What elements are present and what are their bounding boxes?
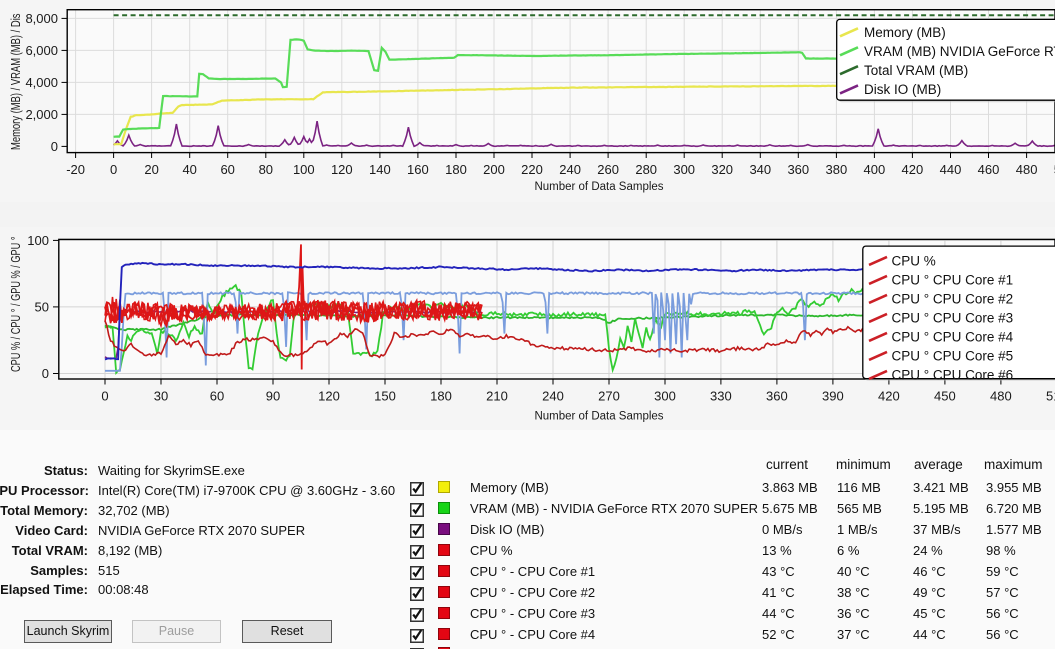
svg-text:420: 420 (902, 162, 924, 177)
svg-text:CPU ° CPU Core #3: CPU ° CPU Core #3 (892, 311, 1014, 326)
svg-text:0: 0 (42, 366, 49, 381)
svg-text:CPU %: CPU % (892, 254, 936, 269)
svg-text:Memory (MB): Memory (MB) (864, 25, 946, 40)
svg-text:460: 460 (978, 162, 1000, 177)
svg-text:0: 0 (101, 389, 108, 404)
svg-text:100: 100 (293, 162, 315, 177)
svg-text:20: 20 (144, 162, 158, 177)
svg-text:Total VRAM (MB): Total VRAM (MB) (864, 63, 968, 78)
svg-text:90: 90 (266, 389, 280, 404)
svg-text:6,000: 6,000 (25, 43, 58, 58)
svg-text:180: 180 (445, 162, 467, 177)
svg-text:CPU ° CPU Core #6: CPU ° CPU Core #6 (892, 368, 1014, 383)
svg-text:360: 360 (787, 162, 809, 177)
svg-text:120: 120 (331, 162, 353, 177)
svg-text:390: 390 (822, 389, 844, 404)
svg-text:140: 140 (369, 162, 391, 177)
svg-text:210: 210 (486, 389, 508, 404)
svg-text:220: 220 (521, 162, 543, 177)
svg-text:160: 160 (407, 162, 429, 177)
svg-text:0: 0 (110, 162, 117, 177)
svg-text:0: 0 (51, 139, 58, 154)
svg-text:30: 30 (154, 389, 168, 404)
svg-text:Number of Data Samples: Number of Data Samples (534, 411, 663, 423)
svg-text:240: 240 (542, 389, 564, 404)
svg-text:180: 180 (430, 389, 452, 404)
svg-text:380: 380 (826, 162, 848, 177)
svg-text:CPU ° CPU Core #5: CPU ° CPU Core #5 (892, 349, 1014, 364)
svg-text:240: 240 (559, 162, 581, 177)
svg-text:2,000: 2,000 (25, 107, 58, 122)
svg-text:280: 280 (635, 162, 657, 177)
svg-text:200: 200 (483, 162, 505, 177)
svg-text:CPU % / CPU ° / GPU % / GPU °: CPU % / CPU ° / GPU % / GPU ° (8, 237, 23, 373)
svg-text:120: 120 (318, 389, 340, 404)
svg-text:Number of Data Samples: Number of Data Samples (534, 181, 663, 193)
svg-text:260: 260 (597, 162, 619, 177)
svg-text:60: 60 (220, 162, 234, 177)
svg-text:400: 400 (864, 162, 886, 177)
svg-text:-20: -20 (66, 162, 85, 177)
svg-text:40: 40 (182, 162, 196, 177)
svg-text:CPU ° CPU Core #1: CPU ° CPU Core #1 (892, 273, 1014, 288)
svg-text:Memory (MB) / VRAM (MB) / Dis: Memory (MB) / VRAM (MB) / Dis (8, 13, 23, 150)
svg-text:Disk IO (MB): Disk IO (MB) (864, 82, 941, 97)
svg-text:80: 80 (259, 162, 273, 177)
svg-text:CPU ° CPU Core #4: CPU ° CPU Core #4 (892, 330, 1014, 345)
svg-text:330: 330 (710, 389, 732, 404)
svg-text:320: 320 (711, 162, 733, 177)
svg-text:CPU ° CPU Core #2: CPU ° CPU Core #2 (892, 292, 1014, 307)
svg-text:300: 300 (654, 389, 676, 404)
svg-text:480: 480 (990, 389, 1012, 404)
svg-text:4,000: 4,000 (25, 75, 58, 90)
svg-text:50: 50 (35, 299, 49, 314)
svg-text:340: 340 (749, 162, 771, 177)
svg-text:300: 300 (673, 162, 695, 177)
svg-text:440: 440 (940, 162, 962, 177)
svg-text:270: 270 (598, 389, 620, 404)
svg-text:60: 60 (210, 389, 224, 404)
svg-text:480: 480 (1016, 162, 1038, 177)
svg-text:510: 510 (1046, 389, 1055, 404)
svg-text:VRAM (MB) NVIDIA GeForce RTX 2: VRAM (MB) NVIDIA GeForce RTX 2070 SUPE (864, 44, 1055, 59)
svg-text:150: 150 (374, 389, 396, 404)
svg-text:8,000: 8,000 (25, 11, 58, 26)
svg-text:360: 360 (766, 389, 788, 404)
svg-text:420: 420 (878, 389, 900, 404)
svg-text:450: 450 (934, 389, 956, 404)
svg-text:100: 100 (27, 233, 49, 248)
svg-text:500: 500 (1054, 162, 1055, 177)
